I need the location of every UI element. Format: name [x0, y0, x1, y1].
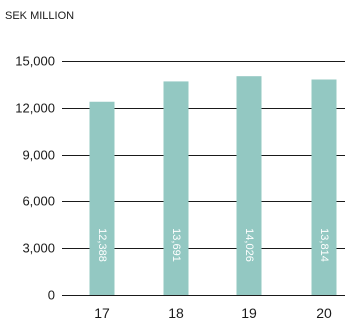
y-tick-label: 0	[48, 288, 55, 303]
bar	[89, 101, 115, 296]
y-tick-labels: 0 3,000 6,000 9,000 12,000 15,000	[15, 54, 55, 303]
x-tick-label: 17	[94, 305, 110, 320]
y-tick-label: 9,000	[22, 148, 55, 163]
x-tick-label: 18	[168, 305, 184, 320]
value-labels: 12,388 13,691 14,026 13,814	[96, 228, 330, 262]
bar	[236, 76, 262, 295]
y-tick-label: 3,000	[22, 241, 55, 256]
bar-value-label: 14,026	[243, 228, 255, 262]
y-tick-label: 6,000	[22, 194, 55, 209]
y-tick-label: 12,000	[15, 101, 55, 116]
x-tick-label: 20	[316, 305, 332, 320]
y-axis-unit-label: SEK MILLION	[5, 10, 74, 22]
bar-value-label: 13,691	[170, 228, 182, 262]
bar	[311, 79, 337, 295]
bars	[89, 76, 337, 296]
bar-value-label: 12,388	[96, 228, 108, 262]
y-tick-label: 15,000	[15, 54, 55, 69]
bar	[163, 81, 189, 295]
x-tick-labels: 17 18 19 20	[94, 305, 332, 320]
bar-value-label: 13,814	[318, 228, 330, 262]
x-tick-label: 19	[241, 305, 257, 320]
